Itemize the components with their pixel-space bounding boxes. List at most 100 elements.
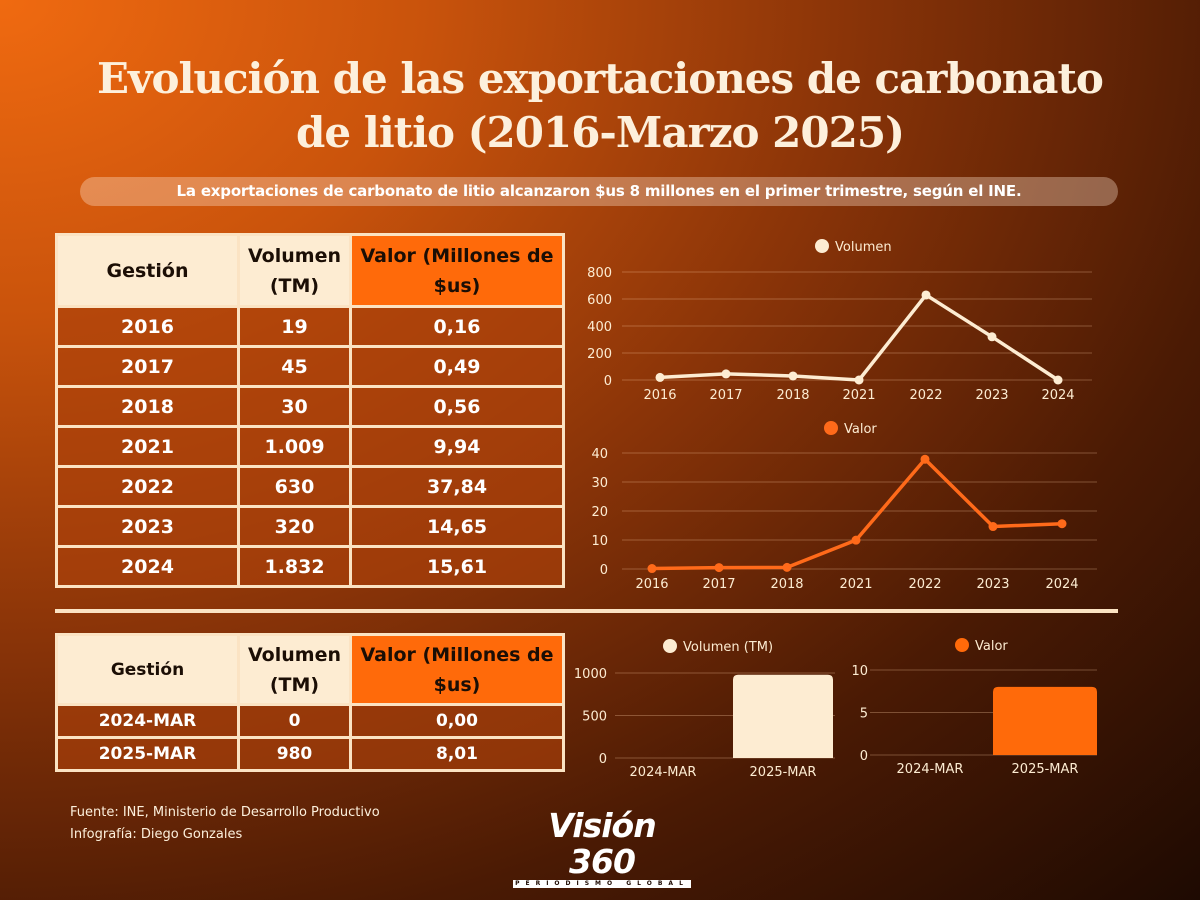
- cell-valor: 14,65: [349, 505, 565, 548]
- data-point: [655, 372, 665, 382]
- y-tick-label: 200: [587, 347, 612, 362]
- legend-marker: [663, 639, 677, 653]
- x-tick-label: 2024-MAR: [630, 765, 697, 780]
- vision360-logo: Visión 360 PERIODISMO GLOBAL: [513, 808, 691, 888]
- x-tick-label: 2024-MAR: [897, 762, 964, 777]
- legend-label: Valor: [844, 422, 877, 437]
- table-row: 2024-MAR 0 0,00: [55, 703, 565, 739]
- cell-volumen: 30: [237, 385, 352, 428]
- data-point: [921, 290, 931, 300]
- header-valor: Valor (Millones de $us): [349, 633, 565, 706]
- data-point: [988, 522, 998, 532]
- quarterly-exports-table: Gestión Volumen (TM) Valor (Millones de …: [55, 633, 565, 772]
- x-tick-label: 2016: [635, 577, 668, 592]
- footer: Fuente: INE, Ministerio de Desarrollo Pr…: [70, 802, 380, 846]
- cell-valor: 0,00: [349, 703, 565, 739]
- x-tick-label: 2016: [643, 388, 676, 403]
- cell-gestion: 2024: [55, 545, 240, 588]
- y-tick-label: 1000: [574, 667, 607, 682]
- x-tick-label: 2018: [776, 388, 809, 403]
- x-tick-label: 2025-MAR: [750, 765, 817, 780]
- data-point: [721, 369, 731, 379]
- cell-gestion: 2025-MAR: [55, 736, 240, 772]
- header-gestion: Gestión: [55, 633, 240, 706]
- data-point: [782, 562, 792, 572]
- table-header: Gestión Volumen (TM) Valor (Millones de …: [55, 233, 565, 308]
- divider: [55, 609, 1118, 613]
- y-tick-label: 800: [587, 266, 612, 281]
- table-row: 2017 45 0,49: [55, 345, 565, 388]
- data-point: [987, 332, 997, 342]
- data-point: [1057, 519, 1067, 529]
- cell-volumen: 0: [237, 703, 352, 739]
- cell-gestion: 2018: [55, 385, 240, 428]
- cell-volumen: 980: [237, 736, 352, 772]
- cell-valor: 0,49: [349, 345, 565, 388]
- header-gestion: Gestión: [55, 233, 240, 308]
- data-point: [854, 375, 864, 385]
- title-line-2: de litio (2016-Marzo 2025): [296, 108, 905, 157]
- legend-marker: [955, 638, 969, 652]
- cell-gestion: 2021: [55, 425, 240, 468]
- legend-label: Volumen: [835, 240, 892, 255]
- x-tick-label: 2025-MAR: [1012, 762, 1079, 777]
- x-tick-label: 2022: [908, 577, 941, 592]
- y-tick-label: 500: [582, 710, 607, 725]
- table-row: 2025-MAR 980 8,01: [55, 736, 565, 772]
- x-tick-label: 2023: [976, 577, 1009, 592]
- cell-volumen: 19: [237, 305, 352, 348]
- page-title: Evolución de las exportaciones de carbon…: [0, 52, 1200, 160]
- x-tick-label: 2021: [842, 388, 875, 403]
- x-tick-label: 2023: [975, 388, 1008, 403]
- table-header: Gestión Volumen (TM) Valor (Millones de …: [55, 633, 565, 706]
- cell-valor: 37,84: [349, 465, 565, 508]
- cell-volumen: 630: [237, 465, 352, 508]
- cell-gestion: 2024-MAR: [55, 703, 240, 739]
- y-tick-label: 400: [587, 320, 612, 335]
- data-point: [647, 564, 657, 574]
- y-tick-label: 0: [600, 563, 608, 578]
- data-point: [714, 563, 724, 573]
- table-row: 2018 30 0,56: [55, 385, 565, 428]
- cell-volumen: 45: [237, 345, 352, 388]
- y-tick-label: 40: [591, 447, 608, 462]
- cell-valor: 0,16: [349, 305, 565, 348]
- cell-valor: 8,01: [349, 736, 565, 772]
- y-tick-label: 10: [591, 534, 608, 549]
- cell-gestion: 2016: [55, 305, 240, 348]
- title-line-1: Evolución de las exportaciones de carbon…: [97, 54, 1104, 103]
- cell-gestion: 2022: [55, 465, 240, 508]
- table-row: 2022 630 37,84: [55, 465, 565, 508]
- cell-gestion: 2023: [55, 505, 240, 548]
- table-row: 2024 1.832 15,61: [55, 545, 565, 588]
- bar: [733, 674, 833, 758]
- y-tick-label: 0: [604, 374, 612, 389]
- credit-text: Infografía: Diego Gonzales: [70, 827, 243, 842]
- y-tick-label: 10: [851, 664, 868, 679]
- header-volumen: Volumen (TM): [237, 633, 352, 706]
- logo-tagline: PERIODISMO GLOBAL: [513, 880, 691, 888]
- cell-valor: 9,94: [349, 425, 565, 468]
- cell-volumen: 1.009: [237, 425, 352, 468]
- legend-marker: [824, 421, 838, 435]
- data-point: [788, 371, 798, 381]
- cell-volumen: 1.832: [237, 545, 352, 588]
- series-line: [651, 457, 1063, 571]
- series-line: [659, 293, 1059, 382]
- x-tick-label: 2018: [770, 577, 803, 592]
- y-tick-label: 600: [587, 293, 612, 308]
- subtitle-banner: La exportaciones de carbonato de litio a…: [80, 177, 1118, 206]
- header-volumen: Volumen (TM): [237, 233, 352, 308]
- y-tick-label: 30: [591, 476, 608, 491]
- source-text: Fuente: INE, Ministerio de Desarrollo Pr…: [70, 805, 380, 820]
- x-tick-label: 2022: [909, 388, 942, 403]
- x-tick-label: 2021: [839, 577, 872, 592]
- table-row: 2016 19 0,16: [55, 305, 565, 348]
- legend-label: Valor: [975, 639, 1008, 654]
- data-point: [920, 454, 930, 464]
- data-point: [1053, 375, 1063, 385]
- data-point: [851, 535, 861, 545]
- annual-exports-table: Gestión Volumen (TM) Valor (Millones de …: [55, 233, 565, 588]
- table-row: 2021 1.009 9,94: [55, 425, 565, 468]
- legend-marker: [815, 239, 829, 253]
